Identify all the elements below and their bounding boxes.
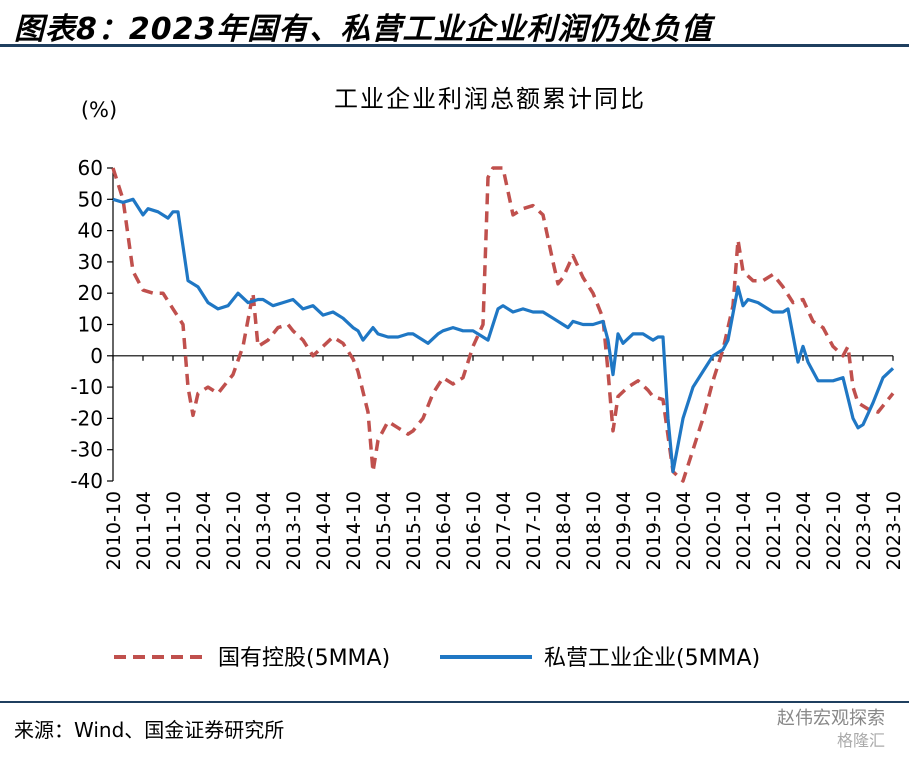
x-tick-label: 2017-10: [523, 491, 545, 570]
x-tick-label: 2020-04: [673, 491, 695, 570]
x-tick-label: 2013-10: [283, 491, 305, 570]
x-tick-label: 2019-10: [643, 491, 665, 570]
y-tick-label: -40: [70, 469, 103, 493]
x-tick-label: 2014-10: [343, 491, 365, 570]
x-tick-label: 2012-10: [223, 491, 245, 570]
y-tick-label: -20: [70, 406, 103, 430]
y-tick-label: -30: [70, 438, 103, 462]
x-tick-label: 2015-10: [403, 491, 425, 570]
x-tick-label: 2017-04: [493, 491, 515, 570]
watermark-line2: 格隆汇: [836, 731, 885, 750]
chart: 工业企业利润总额累计同比 (%) 60 50 40 30 20 10 0 -10 -20 -30 -…: [70, 85, 905, 671]
series-line-1: [112, 197, 895, 474]
x-tick-label: 2012-04: [193, 491, 215, 570]
watermark: 赵伟宏观探索 格隆汇: [777, 708, 885, 752]
figure-title: 图表8：2023年国有、私营工业企业利润仍处负值: [14, 12, 713, 47]
y-axis-unit-label: (%): [81, 98, 117, 122]
x-tick-label: 2021-10: [763, 491, 785, 570]
x-tick-label: 2013-04: [253, 491, 275, 570]
x-tick-label: 2022-04: [793, 491, 815, 570]
y-tick-label: 40: [78, 219, 103, 243]
x-tick-label: 2022-10: [823, 491, 845, 570]
bottom-rule: [0, 701, 909, 703]
watermark-line1: 赵伟宏观探索: [777, 708, 885, 729]
series-line-0: [111, 166, 895, 483]
x-tick-label: 2016-04: [433, 491, 455, 570]
y-tick-label: 20: [78, 281, 103, 305]
x-tick-label: 2015-04: [373, 491, 395, 570]
x-tick-label: 2019-04: [613, 491, 635, 570]
x-tick-label: 2018-10: [583, 491, 605, 570]
x-tick-label: 2023-10: [883, 491, 905, 570]
x-tick-label: 2020-10: [703, 491, 725, 570]
x-tick-label: 2016-10: [463, 491, 485, 570]
chart-title: 工业企业利润总额累计同比: [334, 85, 646, 113]
y-tick-label: 30: [78, 250, 103, 274]
y-tick-label: 50: [78, 187, 103, 211]
y-tick-label: 10: [78, 313, 103, 337]
legend-label-1: 私营工业企业(5MMA): [544, 646, 760, 671]
x-tick-label: 2018-04: [553, 491, 575, 570]
x-tick-label: 2011-10: [163, 491, 185, 570]
x-tick-label: 2011-04: [133, 491, 155, 570]
series-layer: [111, 166, 895, 483]
x-tick-label: 2010-10: [103, 491, 125, 570]
x-tick-label: 2023-04: [853, 491, 875, 570]
x-tick-label: 2014-04: [313, 491, 335, 570]
top-rule: [0, 44, 909, 47]
legend-label-0: 国有控股(5MMA): [218, 646, 390, 671]
x-tick-label: 2021-04: [733, 491, 755, 570]
source-note: 来源：Wind、国金证券研究所: [14, 718, 285, 742]
legend: 国有控股(5MMA) 私营工业企业(5MMA): [114, 646, 760, 671]
y-tick-label: 0: [90, 344, 103, 368]
y-tick-label: 60: [78, 156, 103, 180]
y-tick-label: -10: [70, 375, 103, 399]
